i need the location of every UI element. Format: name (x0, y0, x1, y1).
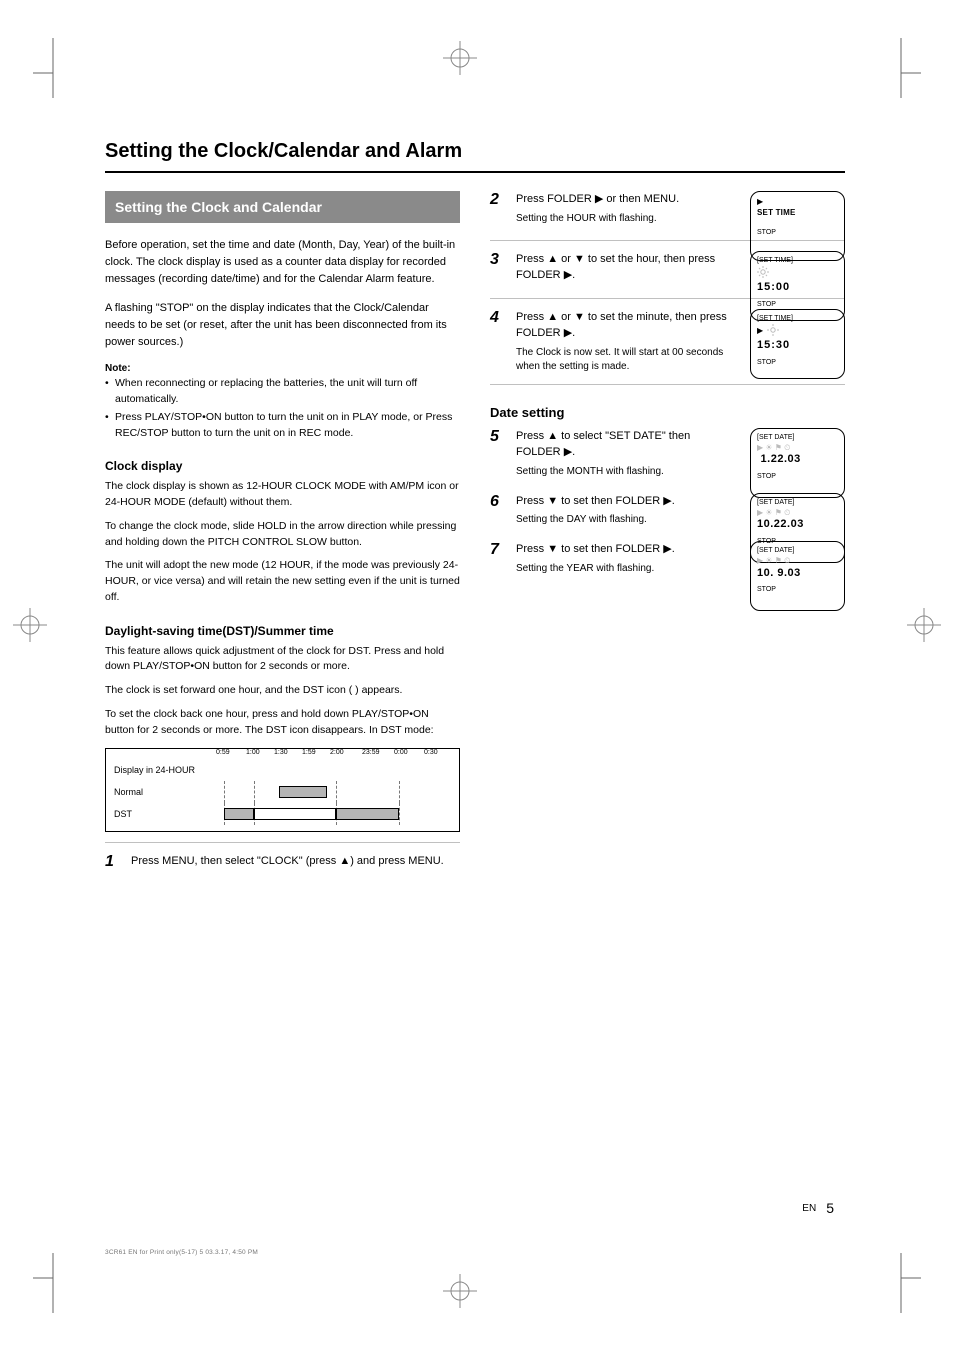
step-num-4: 4 (490, 309, 506, 374)
page-number: 5 (826, 1200, 834, 1216)
left-column: Setting the Clock and Calendar Before op… (105, 191, 460, 885)
up-icon: ▲ (547, 253, 558, 265)
crop-mark-tl (28, 28, 78, 108)
step-7: 7 Press ▼ to set then FOLDER ▶. Setting … (490, 541, 845, 576)
sun-icon (757, 266, 769, 281)
reg-mark-left (10, 605, 50, 645)
down-icon: ▼ (574, 311, 585, 323)
clock-p1: The clock display is shown as 12-HOUR CL… (105, 479, 460, 511)
step-num-2: 2 (490, 191, 506, 226)
crop-mark-bl (28, 1243, 78, 1323)
right-icon: ▶ (564, 269, 572, 281)
right-icon: ▶ (564, 446, 572, 458)
step-4: 4 Press ▲ or ▼ to set the minute, then p… (490, 309, 845, 374)
step-num-1: 1 (105, 853, 121, 871)
time-label: 23:59 (362, 749, 380, 756)
screen-4: [SET TIME] ▶ 15:30 STOP (750, 309, 845, 379)
step-3: 3 Press ▲ or ▼ to set the hour, then pre… (490, 251, 845, 284)
crop-mark-br (876, 1243, 926, 1323)
crop-mark-tr (876, 28, 926, 108)
step-1: 1 Press MENU, then select "CLOCK" (press… (105, 853, 460, 871)
intro-p1: Before operation, set the time and date … (105, 237, 460, 288)
down-icon: ▼ (547, 495, 558, 507)
step-5: 5 Press ▲ to select "SET DATE" then FOLD… (490, 428, 845, 479)
title-rule (105, 171, 845, 173)
time-label: 1:59 (302, 749, 316, 756)
dst-p2: The clock is set forward one hour, and t… (105, 683, 460, 699)
right-icon: ▶ (663, 543, 671, 555)
step-num-3: 3 (490, 251, 506, 284)
right-icon: ▶ (564, 327, 572, 339)
page-title: Setting the Clock/Calendar and Alarm (105, 140, 845, 163)
note-bullet-1: When reconnecting or replacing the batte… (105, 376, 460, 408)
screen-7: [SET DATE] ▶ ☀ ⚑ ⏲ 10. 9.03 STOP (750, 541, 845, 611)
right-icon: ▶ (663, 495, 671, 507)
time-label: 1:00 (246, 749, 260, 756)
divider (490, 384, 845, 385)
page-footer: EN 5 (802, 1200, 834, 1216)
reg-mark-top (440, 38, 480, 78)
step-2: 2 Press FOLDER ▶ or then MENU. Setting t… (490, 191, 845, 226)
intro-p2: A flashing "STOP" on the display indicat… (105, 300, 460, 351)
right-column: 2 Press FOLDER ▶ or then MENU. Setting t… (490, 191, 845, 885)
sun-icon (767, 324, 779, 339)
time-label: 0:59 (216, 749, 230, 756)
reg-mark-right (904, 605, 944, 645)
step-num-6: 6 (490, 493, 506, 528)
down-icon: ▼ (547, 543, 558, 555)
divider (105, 842, 460, 843)
diagram-row-dst: DST (114, 809, 224, 819)
time-label: 1:30 (274, 749, 288, 756)
dst-heading: Daylight-saving time(DST)/Summer time (105, 624, 460, 638)
note-bullet-2: Press PLAY/STOP•ON button to turn the un… (105, 410, 460, 442)
clock-p2: To change the clock mode, slide HOLD in … (105, 519, 460, 551)
dst-p3: To set the clock back one hour, press an… (105, 707, 460, 739)
right-icon: ▶ (595, 191, 603, 208)
dst-p1: This feature allows quick adjustment of … (105, 644, 460, 676)
step-num-7: 7 (490, 541, 506, 576)
dst-diagram: Display in 24-HOUR 0:59 1:00 1:30 1:59 2… (105, 748, 460, 832)
up-icon: ▲ (339, 853, 350, 870)
section-bar: Setting the Clock and Calendar (105, 191, 460, 223)
time-label: 0:00 (394, 749, 408, 756)
clock-p3: The unit will adopt the new mode (12 HOU… (105, 558, 460, 605)
time-label: 2:00 (330, 749, 344, 756)
up-icon: ▲ (547, 430, 558, 442)
screen-5: [SET DATE] ▶ ☀ ⚑ ⏲ 1.22.03 STOP (750, 428, 845, 498)
page-lang: EN (802, 1203, 816, 1214)
play-icon: ▶ (757, 197, 763, 207)
down-icon: ▼ (574, 253, 585, 265)
note-label: Note: (105, 363, 460, 374)
date-heading: Date setting (490, 405, 845, 420)
diagram-row-normal: Normal (114, 787, 224, 797)
step-num-5: 5 (490, 428, 506, 479)
up-icon: ▲ (547, 311, 558, 323)
step-6: 6 Press ▼ to set then FOLDER ▶. Setting … (490, 493, 845, 528)
time-label: 0:30 (424, 749, 438, 756)
diagram-row-24h: Display in 24-HOUR (114, 765, 224, 775)
clock-display-heading: Clock display (105, 459, 460, 473)
reg-mark-bottom (440, 1271, 480, 1311)
print-ref: 3CR61 EN for Print only(5-17) 5 03.3.17,… (105, 1249, 258, 1256)
